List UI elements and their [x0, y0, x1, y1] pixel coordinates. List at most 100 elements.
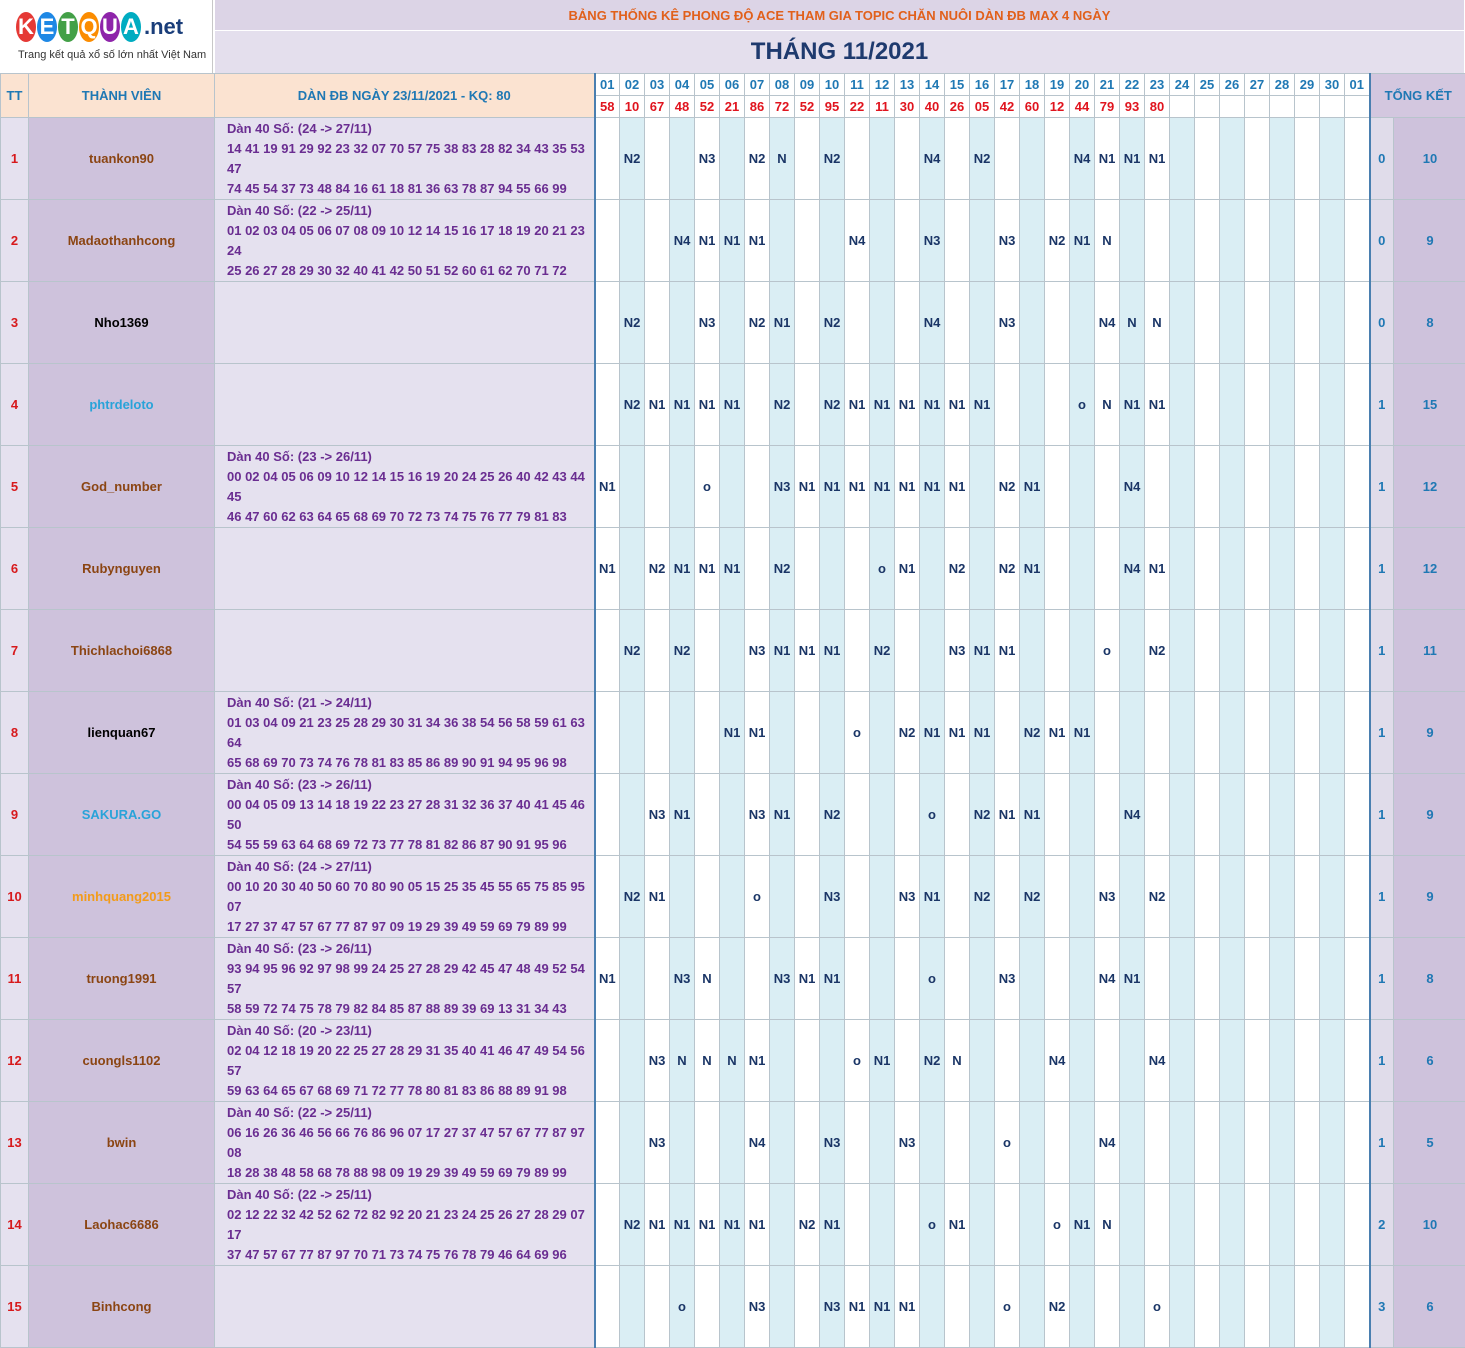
- day-cell: [1120, 1020, 1145, 1102]
- day-header: 24: [1170, 74, 1195, 96]
- dan-number-line: 65 68 69 70 73 74 76 78 81 83 85 86 89 9…: [227, 753, 594, 773]
- day-cell: [1320, 282, 1345, 364]
- member-name[interactable]: God_number: [29, 446, 215, 528]
- member-name[interactable]: Nho1369: [29, 282, 215, 364]
- day-cell: [1270, 856, 1295, 938]
- member-name[interactable]: lienquan67: [29, 692, 215, 774]
- day-cell: [1145, 938, 1170, 1020]
- day-cell: N2: [1020, 856, 1045, 938]
- day-cell: [1345, 200, 1370, 282]
- day-cell: [1095, 692, 1120, 774]
- dan-range: Dàn 40 Số: (23 -> 26/11): [227, 775, 594, 795]
- result-header: 22: [845, 96, 870, 118]
- summary-total: 12: [1394, 528, 1465, 610]
- row-number: 13: [1, 1102, 29, 1184]
- day-cell: [1020, 938, 1045, 1020]
- day-cell: [895, 118, 920, 200]
- day-cell: [970, 282, 995, 364]
- row-number: 4: [1, 364, 29, 446]
- member-name[interactable]: Madaothanhcong: [29, 200, 215, 282]
- day-cell: [1245, 938, 1270, 1020]
- dan-range: Dàn 40 Số: (23 -> 26/11): [227, 447, 594, 467]
- dan-numbers: Dàn 40 Số: (20 -> 23/11)02 04 12 18 19 2…: [215, 1020, 595, 1102]
- day-cell: [1045, 364, 1070, 446]
- day-cell: [995, 1184, 1020, 1266]
- day-cell: [1145, 200, 1170, 282]
- day-cell: N2: [820, 282, 845, 364]
- day-cell: [795, 856, 820, 938]
- day-cell: [1345, 856, 1370, 938]
- day-cell: [1320, 1266, 1345, 1348]
- dan-number-line: 93 94 95 96 92 97 98 99 24 25 27 28 29 4…: [227, 959, 594, 999]
- day-cell: N4: [920, 282, 945, 364]
- day-cell: N1: [745, 1184, 770, 1266]
- day-cell: N: [1095, 1184, 1120, 1266]
- member-name[interactable]: bwin: [29, 1102, 215, 1184]
- day-cell: N3: [920, 200, 945, 282]
- day-cell: o: [745, 856, 770, 938]
- day-cell: [1070, 282, 1095, 364]
- day-cell: N2: [745, 282, 770, 364]
- member-name[interactable]: tuankon90: [29, 118, 215, 200]
- day-cell: N1: [1070, 200, 1095, 282]
- day-cell: [1195, 1102, 1220, 1184]
- day-cell: [945, 938, 970, 1020]
- day-cell: [1170, 1266, 1195, 1348]
- day-cell: o: [1070, 364, 1095, 446]
- day-cell: [770, 1184, 795, 1266]
- day-cell: [795, 692, 820, 774]
- day-cell: N1: [895, 1266, 920, 1348]
- day-cell: [620, 938, 645, 1020]
- summary-total: 9: [1394, 692, 1465, 774]
- day-cell: N4: [845, 200, 870, 282]
- day-cell: N1: [845, 364, 870, 446]
- member-name[interactable]: Thichlachoi6868: [29, 610, 215, 692]
- day-cell: [870, 118, 895, 200]
- member-name[interactable]: Laohac6686: [29, 1184, 215, 1266]
- day-cell: [1070, 1020, 1095, 1102]
- dan-numbers: Dàn 40 Số: (24 -> 27/11)00 10 20 30 40 5…: [215, 856, 595, 938]
- day-cell: [920, 528, 945, 610]
- day-cell: [1245, 1020, 1270, 1102]
- day-cell: N1: [1120, 938, 1145, 1020]
- day-cell: [595, 364, 620, 446]
- day-header: 29: [1295, 74, 1320, 96]
- day-cell: N: [1095, 364, 1120, 446]
- day-cell: o: [845, 1020, 870, 1102]
- day-cell: [1145, 774, 1170, 856]
- day-cell: [1245, 610, 1270, 692]
- logo-letter: K: [16, 12, 36, 42]
- member-name[interactable]: phtrdeloto: [29, 364, 215, 446]
- day-cell: [1170, 774, 1195, 856]
- day-header: 12: [870, 74, 895, 96]
- day-cell: [1245, 692, 1270, 774]
- day-cell: N3: [895, 856, 920, 938]
- member-name[interactable]: Rubynguyen: [29, 528, 215, 610]
- day-header: 22: [1120, 74, 1145, 96]
- day-cell: [1295, 200, 1320, 282]
- day-cell: [1170, 610, 1195, 692]
- member-name[interactable]: minhquang2015: [29, 856, 215, 938]
- day-cell: [1295, 118, 1320, 200]
- day-cell: N1: [670, 364, 695, 446]
- day-cell: [845, 118, 870, 200]
- member-name[interactable]: SAKURA.GO: [29, 774, 215, 856]
- day-cell: [1295, 364, 1320, 446]
- result-header: [1345, 96, 1370, 118]
- day-header: 13: [895, 74, 920, 96]
- result-header: 48: [670, 96, 695, 118]
- day-cell: [595, 610, 620, 692]
- day-cell: [1045, 856, 1070, 938]
- dan-range: Dàn 40 Số: (24 -> 27/11): [227, 119, 594, 139]
- day-cell: N1: [870, 1266, 895, 1348]
- member-name[interactable]: cuongls1102: [29, 1020, 215, 1102]
- day-cell: [895, 610, 920, 692]
- member-name[interactable]: truong1991: [29, 938, 215, 1020]
- member-name[interactable]: Binhcong: [29, 1266, 215, 1348]
- day-header: 20: [1070, 74, 1095, 96]
- day-cell: N2: [770, 528, 795, 610]
- dan-number-line: 00 04 05 09 13 14 18 19 22 23 27 28 31 3…: [227, 795, 594, 835]
- day-cell: [1295, 1020, 1320, 1102]
